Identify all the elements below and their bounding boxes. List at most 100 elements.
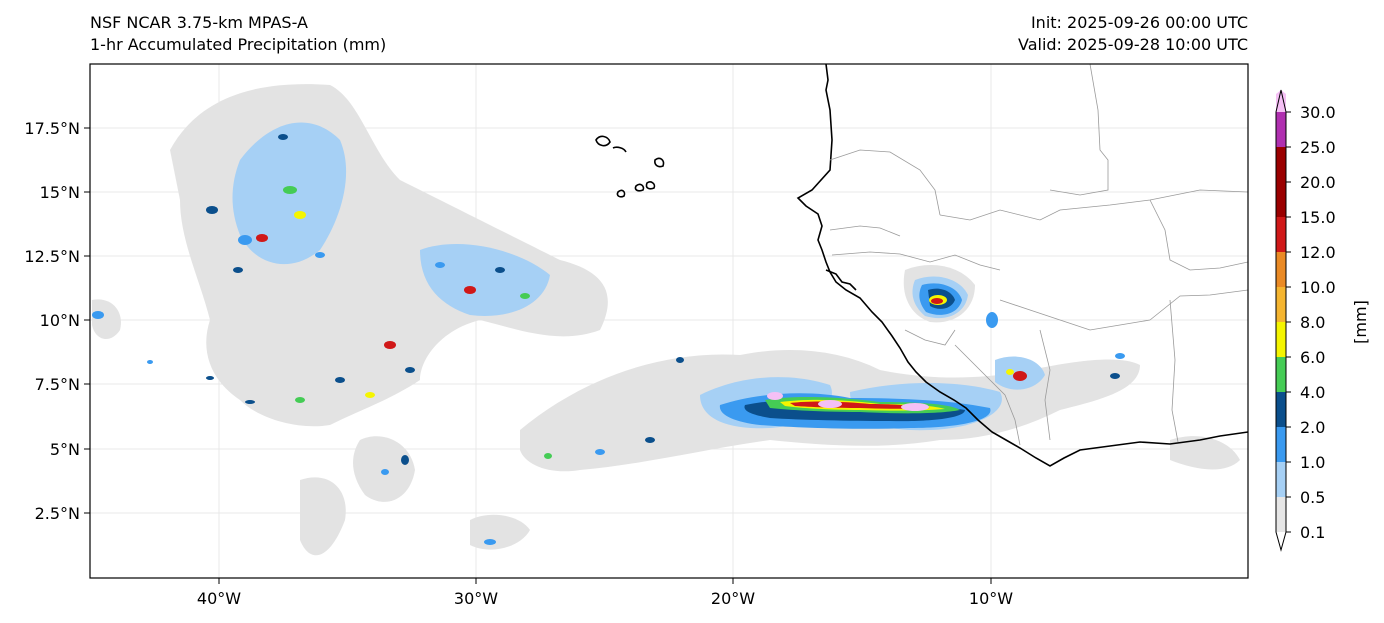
cell (645, 437, 655, 443)
cell (1110, 373, 1120, 379)
cell (435, 262, 445, 268)
border-mauritania-mali (1049, 64, 1109, 196)
colorbar-label-10: 10.0 (1300, 278, 1336, 297)
coastline-cabo-verde-4 (634, 183, 645, 192)
colorbar-label-0-5: 0.5 (1300, 488, 1325, 507)
cell (384, 341, 396, 349)
cell (520, 293, 530, 299)
colorbar-segment-15-20 (1276, 182, 1286, 217)
cell (335, 377, 345, 383)
cell (283, 186, 297, 194)
valid-time: Valid: 2025-09-28 10:00 UTC (1017, 35, 1248, 54)
map-content (90, 64, 1248, 578)
cell (147, 360, 153, 364)
colorbar-label-30: 30.0 (1300, 103, 1336, 122)
political-borders (829, 64, 1248, 446)
cell (381, 469, 389, 475)
colorbar-label-15: 15.0 (1300, 208, 1336, 227)
precip-area-south-tail (300, 477, 346, 556)
cell (365, 392, 375, 398)
border-sierra-leone (904, 329, 956, 346)
cell (233, 267, 243, 273)
colorbar-segment-2-4 (1276, 392, 1286, 427)
cell (544, 453, 552, 459)
colorbar-label-12: 12.0 (1300, 243, 1336, 262)
lon-label-10w: 10°W (969, 589, 1013, 608)
border-guinea (831, 251, 1001, 271)
lon-label-30w: 30°W (454, 589, 498, 608)
colorbar-label-4: 4.0 (1300, 383, 1325, 402)
border-mali-guinea (939, 189, 1248, 221)
colorbar-segment-10-12 (1276, 252, 1286, 287)
colorbar-extend-max (1276, 90, 1286, 112)
lat-label-2-5n: 2.5°N (35, 504, 80, 523)
lat-label-7-5n: 7.5°N (35, 375, 80, 394)
model-title: NSF NCAR 3.75-km MPAS-A (90, 13, 308, 32)
cell (1006, 369, 1014, 375)
colorbar-label-0-1: 0.1 (1300, 523, 1325, 542)
lon-label-20w: 20°W (711, 589, 755, 608)
lon-axis: 40°W 30°W 20°W 10°W (197, 578, 1013, 608)
coastline-west-africa (796, 64, 1248, 467)
colorbar: 30.0 25.0 20.0 15.0 12.0 10.0 8.0 6.0 4.… (1275, 89, 1370, 552)
precip-cells (92, 134, 1125, 545)
cell (245, 400, 255, 404)
cell (206, 376, 214, 380)
colorbar-label-25: 25.0 (1300, 138, 1336, 157)
precip-area-eastern (1170, 436, 1240, 470)
colorbar-label-8: 8.0 (1300, 313, 1325, 332)
colorbar-extend-min (1276, 532, 1286, 550)
border-senegal-gambia (829, 225, 901, 237)
colorbar-label-6: 6.0 (1300, 348, 1325, 367)
coastline-cabo-verde-2 (654, 157, 665, 168)
cell (676, 357, 684, 363)
colorbar-segment-0-5-1 (1276, 462, 1286, 497)
cell (405, 367, 415, 373)
cell (986, 312, 998, 328)
colorbar-label-2: 2.0 (1300, 418, 1325, 437)
cell (495, 267, 505, 273)
cell (294, 211, 306, 219)
cell (256, 234, 268, 242)
field-title: 1-hr Accumulated Precipitation (mm) (90, 35, 387, 54)
colorbar-segment-25-30 (1276, 112, 1286, 147)
cell (1013, 371, 1027, 381)
cell (206, 206, 218, 214)
cell (238, 235, 252, 245)
precip-area-west (92, 299, 121, 340)
cell (295, 397, 305, 403)
precip-intense-cores (765, 295, 960, 414)
lat-label-17-5n: 17.5°N (24, 119, 80, 138)
border-burkina (1039, 329, 1051, 441)
colorbar-segment-4-6 (1276, 357, 1286, 392)
precip-pink-core-1 (818, 400, 842, 408)
lon-label-40w: 40°W (197, 589, 241, 608)
lat-label-12-5n: 12.5°N (24, 247, 80, 266)
init-time: Init: 2025-09-26 00:00 UTC (1030, 13, 1248, 32)
border-senegal-north (829, 149, 941, 216)
cell (464, 286, 476, 294)
colorbar-segment-1-2 (1276, 427, 1286, 462)
colorbar-label-20: 20.0 (1300, 173, 1336, 192)
precip-pink-core-2 (901, 403, 929, 411)
precip-guinea-red (931, 298, 943, 304)
colorbar-segment-6-8 (1276, 322, 1286, 357)
border-ghana-east (1169, 299, 1179, 443)
cell (595, 449, 605, 455)
lat-label-15n: 15°N (40, 183, 80, 202)
lat-label-10n: 10°N (40, 311, 80, 330)
coastlines (595, 64, 1248, 467)
coastline-bijagos (825, 269, 857, 291)
map-frame (89, 63, 1249, 579)
colorbar-label-1: 1.0 (1300, 453, 1325, 472)
precip-area-south-central (353, 436, 415, 502)
coastline-cabo-verde-1 (595, 135, 611, 147)
lat-axis: 17.5°N 15°N 12.5°N 10°N 7.5°N 5°N 2.5°N (24, 119, 90, 523)
coastline-cabo-verde-6 (612, 146, 627, 153)
cell (92, 311, 104, 319)
border-mali-east (1149, 199, 1248, 271)
border-cote-divoire (999, 299, 1151, 331)
precip-pale-blue-center (420, 244, 550, 316)
title-left: NSF NCAR 3.75-km MPAS-A 1-hr Accumulated… (90, 12, 386, 56)
